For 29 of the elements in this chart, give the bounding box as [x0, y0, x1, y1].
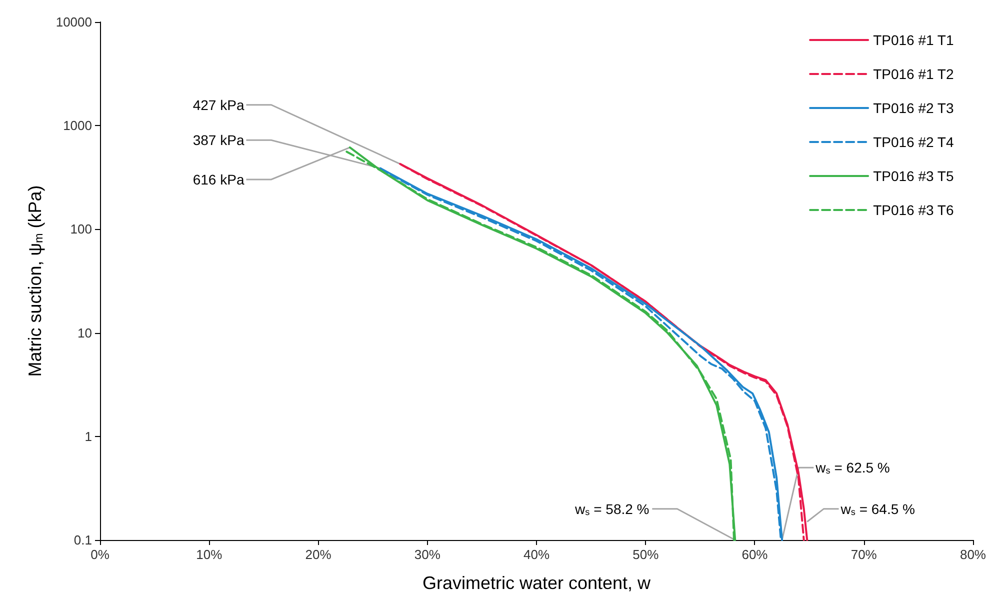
x-tick-label: 50%	[632, 547, 660, 562]
legend-label: TP016 #1 T2	[873, 66, 954, 82]
x-axis-title: Gravimetric water content, w	[422, 573, 652, 593]
x-tick-label: 30%	[414, 547, 441, 562]
legend-label: TP016 #2 T3	[873, 100, 954, 116]
y-tick-label: 10	[78, 325, 92, 340]
y-axis-title: Matric suction, ψm (kPa)	[24, 185, 46, 377]
annotation: 427 kPa	[192, 96, 244, 113]
x-tick-label: 20%	[305, 547, 332, 562]
y-tick-label: 10000	[56, 14, 92, 30]
y-tick-label: 100	[70, 222, 92, 237]
legend-label: TP016 #1 T1	[873, 32, 954, 48]
annotation: ws = 62.5 %	[814, 460, 890, 476]
legend-label: TP016 #2 T4	[873, 134, 954, 150]
x-tick-label: 70%	[850, 547, 878, 562]
annotation: 616 kPa	[192, 171, 244, 188]
x-tick-label: 10%	[196, 547, 223, 562]
x-tick-label: 80%	[960, 547, 986, 562]
annotation: 387 kPa	[192, 132, 244, 148]
x-tick-label: 40%	[523, 547, 550, 562]
x-tick-label: 0%	[90, 547, 110, 562]
annotation: ws = 64.5 %	[840, 500, 915, 517]
y-tick-label: 1000	[63, 118, 92, 134]
legend-label: TP016 #3 T5	[873, 168, 954, 184]
y-tick-label: 0.1	[74, 532, 92, 548]
annotation: ws = 58.2 %	[574, 500, 650, 517]
x-tick-label: 60%	[742, 547, 768, 562]
legend-label: TP016 #3 T6	[873, 202, 954, 218]
y-tick-label: 1	[84, 428, 92, 444]
